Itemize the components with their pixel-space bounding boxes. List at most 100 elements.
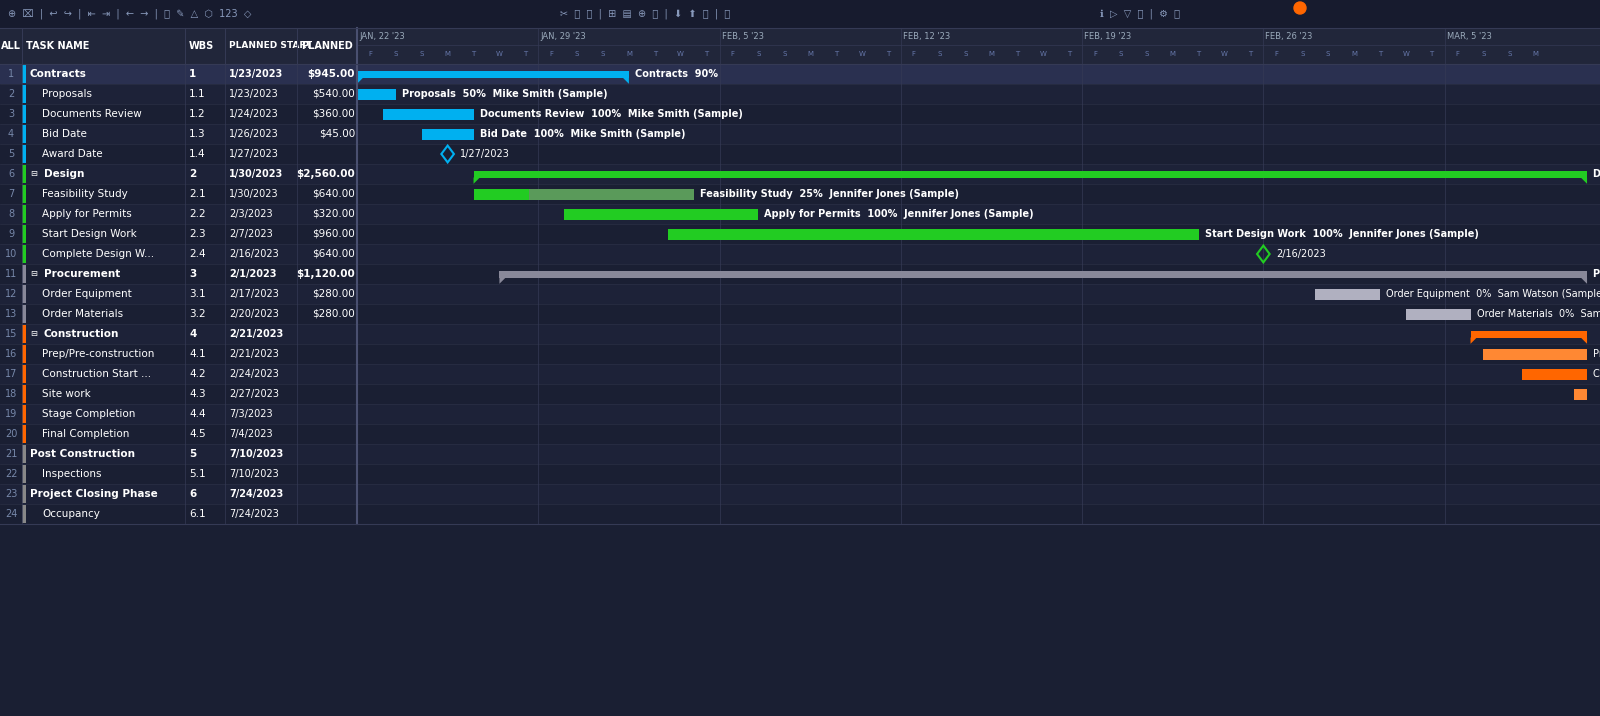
Text: Proposals  50%  Mike Smith (Sample): Proposals 50% Mike Smith (Sample) <box>402 89 608 99</box>
Text: 12: 12 <box>5 289 18 299</box>
Text: M: M <box>1350 51 1357 57</box>
Text: S: S <box>1118 51 1123 57</box>
Text: $280.00: $280.00 <box>312 289 355 299</box>
Text: Documents Review: Documents Review <box>42 109 142 119</box>
Bar <box>0 444 1600 464</box>
Text: F: F <box>912 51 915 57</box>
Text: Complete Design W...: Complete Design W... <box>42 249 154 259</box>
Text: $280.00: $280.00 <box>312 309 355 319</box>
Bar <box>22 445 26 463</box>
Text: Contracts: Contracts <box>30 69 86 79</box>
Text: Feasibility Study: Feasibility Study <box>42 189 128 199</box>
Bar <box>0 284 1600 304</box>
Text: S: S <box>419 51 424 57</box>
Bar <box>22 505 26 523</box>
Text: Order Equipment  0%  Sam Watson (Sample): Order Equipment 0% Sam Watson (Sample) <box>1386 289 1600 299</box>
Text: F: F <box>731 51 734 57</box>
Bar <box>0 304 1600 324</box>
Text: ALL: ALL <box>2 41 21 51</box>
Text: 2/24/2023: 2/24/2023 <box>229 369 278 379</box>
Text: 1.4: 1.4 <box>189 149 206 159</box>
Bar <box>22 185 26 203</box>
Text: W: W <box>1040 51 1046 57</box>
Text: 20: 20 <box>5 429 18 439</box>
Text: 7: 7 <box>8 189 14 199</box>
Text: M: M <box>445 51 451 57</box>
Text: 1.1: 1.1 <box>189 89 206 99</box>
Bar <box>0 64 1600 84</box>
Text: Bid Date  100%  Mike Smith (Sample): Bid Date 100% Mike Smith (Sample) <box>480 129 685 139</box>
Text: ℹ  ▷  ▽  🔒  |  ⚙  🔒: ℹ ▷ ▽ 🔒 | ⚙ 🔒 <box>1101 9 1181 19</box>
Bar <box>1483 349 1587 359</box>
Text: 2/20/2023: 2/20/2023 <box>229 309 278 319</box>
Text: Construction Start ...: Construction Start ... <box>42 369 150 379</box>
Text: 21: 21 <box>5 449 18 459</box>
Text: 3.2: 3.2 <box>189 309 206 319</box>
Text: 1/30/2023: 1/30/2023 <box>229 189 278 199</box>
Polygon shape <box>622 77 629 84</box>
Text: S: S <box>1144 51 1149 57</box>
Bar <box>22 385 26 403</box>
Polygon shape <box>357 77 363 84</box>
Bar <box>22 345 26 363</box>
Text: T: T <box>834 51 838 57</box>
Text: M: M <box>1170 51 1176 57</box>
Text: Award Date: Award Date <box>42 149 102 159</box>
Text: Post Construction: Post Construction <box>30 449 134 459</box>
Text: 2/27/2023: 2/27/2023 <box>229 389 278 399</box>
Text: 7/10/2023: 7/10/2023 <box>229 469 278 479</box>
Text: 1/27/2023: 1/27/2023 <box>461 149 510 159</box>
Text: 4.1: 4.1 <box>189 349 206 359</box>
Bar <box>22 105 26 123</box>
Text: 1.3: 1.3 <box>189 129 206 139</box>
Text: M: M <box>1533 51 1538 57</box>
Text: Stage Completion: Stage Completion <box>42 409 136 419</box>
Text: 2: 2 <box>189 169 197 179</box>
Text: M: M <box>626 51 632 57</box>
Text: PLANNED: PLANNED <box>301 41 352 51</box>
Text: FEB, 19 '23: FEB, 19 '23 <box>1085 32 1131 41</box>
Bar <box>499 271 1587 278</box>
Text: S: S <box>602 51 605 57</box>
Bar <box>0 144 1600 164</box>
Bar <box>0 364 1600 384</box>
Bar <box>357 70 629 77</box>
Bar <box>22 485 26 503</box>
Text: W: W <box>1402 51 1410 57</box>
Text: T: T <box>704 51 709 57</box>
Text: F: F <box>368 51 371 57</box>
Text: Project Closing Phase: Project Closing Phase <box>30 489 158 499</box>
Text: S: S <box>1326 51 1330 57</box>
Text: Order Materials: Order Materials <box>42 309 123 319</box>
Bar <box>22 205 26 223</box>
Text: T: T <box>1197 51 1200 57</box>
Text: 2/21/2023: 2/21/2023 <box>229 329 283 339</box>
Text: M: M <box>806 51 813 57</box>
Text: 5: 5 <box>8 149 14 159</box>
Bar <box>0 124 1600 144</box>
Bar <box>1406 309 1470 319</box>
Text: 1/27/2023: 1/27/2023 <box>229 149 278 159</box>
Text: 17: 17 <box>5 369 18 379</box>
Polygon shape <box>1581 178 1587 184</box>
Text: FEB, 12 '23: FEB, 12 '23 <box>902 32 950 41</box>
Text: 10: 10 <box>5 249 18 259</box>
Bar <box>0 28 357 64</box>
Text: 1/26/2023: 1/26/2023 <box>229 129 278 139</box>
Text: 1/30/2023: 1/30/2023 <box>229 169 283 179</box>
Text: ⊟: ⊟ <box>30 329 37 339</box>
Text: S: S <box>1482 51 1486 57</box>
Bar <box>474 188 528 200</box>
Bar <box>0 424 1600 444</box>
Text: S: S <box>757 51 760 57</box>
Bar <box>0 0 1600 28</box>
Text: Construction Start Date  0%: Construction Start Date 0% <box>1594 369 1600 379</box>
Text: Feasibility Study  25%  Jennifer Jones (Sample): Feasibility Study 25% Jennifer Jones (Sa… <box>699 189 958 199</box>
Bar <box>22 125 26 143</box>
Text: 15: 15 <box>5 329 18 339</box>
Text: Apply for Permits: Apply for Permits <box>42 209 131 219</box>
Text: Proposals: Proposals <box>42 89 93 99</box>
Bar <box>0 224 1600 244</box>
Text: Site work: Site work <box>42 389 91 399</box>
Text: Prep/Pre-construction  0%: Prep/Pre-construction 0% <box>1594 349 1600 359</box>
